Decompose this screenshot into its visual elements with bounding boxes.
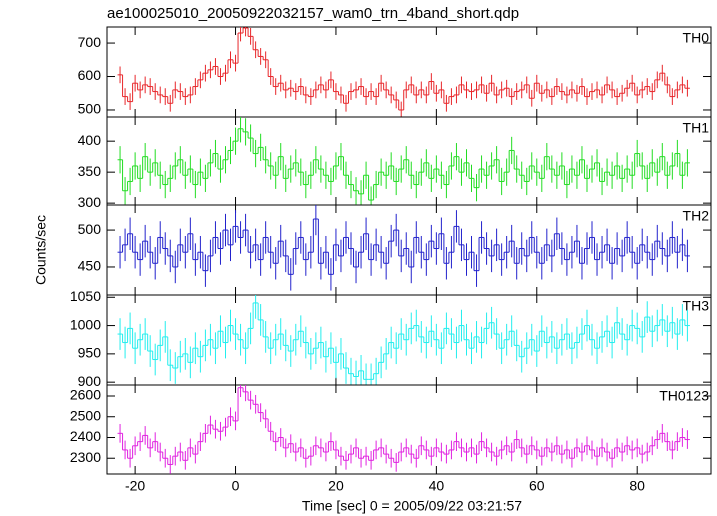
y-tick-label: 2300 bbox=[70, 449, 101, 465]
x-tick-label: 20 bbox=[328, 478, 344, 494]
y-tick-label: 700 bbox=[78, 34, 102, 50]
y-tick-label: 450 bbox=[78, 258, 102, 274]
y-tick-label: 350 bbox=[78, 163, 102, 179]
panel-frame bbox=[106, 294, 712, 386]
panel-label: TH1 bbox=[683, 120, 710, 136]
y-axis-label: Counts/sec bbox=[33, 215, 49, 285]
x-axis-label: Time [sec] 0 = 2005/09/22 03:21:57 bbox=[302, 498, 522, 514]
y-tick-label: 1000 bbox=[70, 316, 101, 332]
panel-label: TH0123 bbox=[659, 388, 709, 404]
x-tick-label: 0 bbox=[232, 478, 240, 494]
y-tick-label: 1050 bbox=[70, 288, 101, 304]
y-tick-label: 500 bbox=[78, 101, 102, 117]
y-tick-label: 300 bbox=[78, 194, 102, 210]
y-tick-label: 2500 bbox=[70, 407, 101, 423]
panel-label: TH0 bbox=[683, 30, 710, 46]
y-tick-label: 950 bbox=[78, 345, 102, 361]
panel-frame bbox=[106, 384, 712, 475]
y-tick-label: 600 bbox=[78, 67, 102, 83]
x-tick-label: 80 bbox=[629, 478, 645, 494]
y-tick-label: 2600 bbox=[70, 387, 101, 403]
panel-frame bbox=[106, 26, 712, 118]
x-tick-label: -20 bbox=[125, 478, 145, 494]
chart-title: ae100025010_20050922032157_wam0_trn_4ban… bbox=[107, 5, 519, 22]
x-tick-label: 40 bbox=[429, 478, 445, 494]
y-tick-label: 2400 bbox=[70, 428, 101, 444]
y-tick-label: 500 bbox=[78, 221, 102, 237]
x-tick-label: 60 bbox=[529, 478, 545, 494]
y-tick-label: 900 bbox=[78, 373, 102, 389]
y-tick-label: 400 bbox=[78, 132, 102, 148]
panel-label: TH2 bbox=[683, 208, 710, 224]
panel-label: TH3 bbox=[683, 298, 710, 314]
